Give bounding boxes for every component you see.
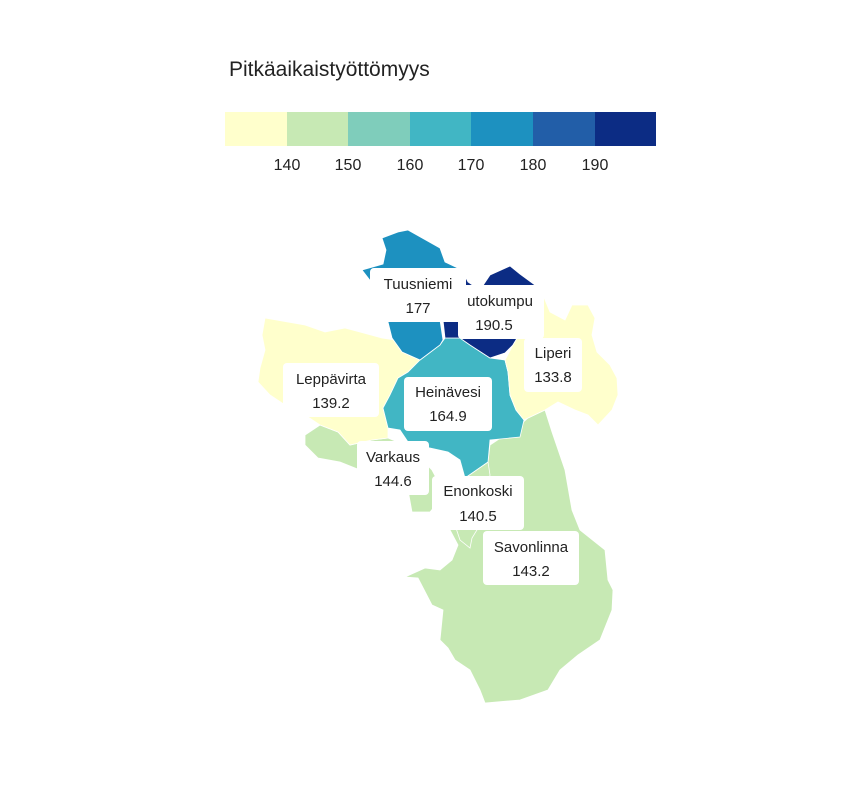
legend-swatch-4 (471, 112, 533, 146)
label-box (404, 377, 492, 431)
label-box (524, 338, 582, 392)
label-box (483, 531, 579, 585)
legend-swatch-2 (348, 112, 410, 146)
region-value: 133.8 (534, 369, 572, 386)
legend-tick-140: 140 (274, 157, 301, 174)
legend-tick-190: 190 (582, 157, 609, 174)
region-name: Liperi (535, 345, 572, 362)
legend-tick-160: 160 (397, 157, 424, 174)
legend-swatch-3 (410, 112, 471, 146)
label-leppavirta: Leppävirta 139.2 (283, 363, 379, 417)
region-value: 143.2 (512, 563, 550, 580)
region-name: utokumpu (467, 293, 533, 310)
region-name: Heinävesi (415, 384, 481, 401)
region-value: 177 (405, 300, 430, 317)
legend-tick-170: 170 (458, 157, 485, 174)
legend-swatch-0 (225, 112, 287, 146)
legend-swatch-1 (287, 112, 348, 146)
map-labels: Tuusniemi 177 utokumpu 190.5 Liperi 133.… (283, 268, 582, 585)
region-name: Varkaus (366, 449, 420, 466)
label-savonlinna: Savonlinna 143.2 (483, 531, 579, 585)
label-varkaus: Varkaus 144.6 (357, 441, 429, 495)
label-box (458, 285, 544, 339)
label-outokumpu: utokumpu 190.5 (458, 285, 544, 339)
legend: Pitkäaikaistyöttömyys 140 150 160 170 18… (225, 58, 656, 174)
legend-swatch-6 (595, 112, 656, 146)
region-value: 140.5 (459, 508, 497, 525)
region-value: 164.9 (429, 408, 467, 425)
label-heinavesi: Heinävesi 164.9 (404, 377, 492, 431)
label-enonkoski: Enonkoski 140.5 (432, 476, 524, 530)
legend-title: Pitkäaikaistyöttömyys (229, 58, 430, 81)
region-value: 139.2 (312, 395, 350, 412)
label-liperi: Liperi 133.8 (524, 338, 582, 392)
label-box (283, 363, 379, 417)
region-name: Leppävirta (296, 371, 367, 388)
label-box (432, 476, 524, 530)
label-box (370, 268, 466, 322)
region-value: 190.5 (475, 317, 513, 334)
legend-swatch-5 (533, 112, 595, 146)
region-name: Tuusniemi (384, 276, 453, 293)
label-tuusniemi: Tuusniemi 177 (370, 268, 466, 322)
region-name: Savonlinna (494, 539, 569, 556)
legend-tick-150: 150 (335, 157, 362, 174)
legend-ticks: 140 150 160 170 180 190 (274, 157, 609, 174)
region-name: Enonkoski (443, 483, 512, 500)
legend-color-bar (225, 112, 656, 146)
label-box (357, 441, 429, 495)
region-value: 144.6 (374, 473, 412, 490)
legend-tick-180: 180 (520, 157, 547, 174)
